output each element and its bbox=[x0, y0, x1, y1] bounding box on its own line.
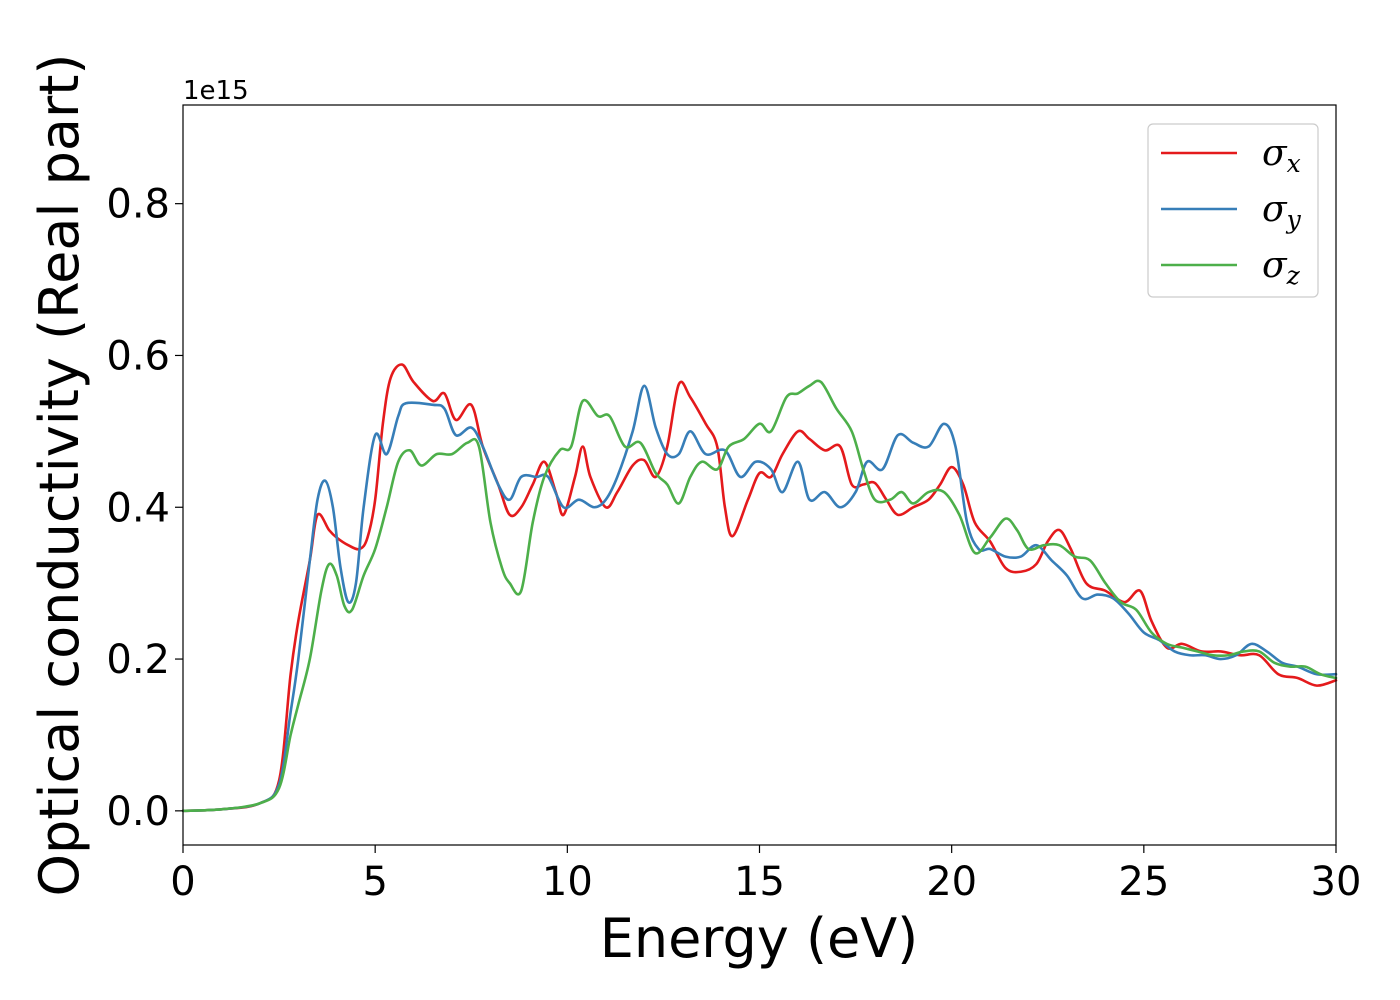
y-tick-label: 0.8 bbox=[106, 182, 170, 228]
y-tick-label: 0.2 bbox=[106, 637, 170, 683]
legend: σx σy σz bbox=[1147, 123, 1319, 298]
y-offset-label: 1e15 bbox=[183, 76, 249, 106]
x-tick-label: 5 bbox=[362, 859, 387, 905]
y-tick-label: 0.0 bbox=[106, 789, 170, 835]
x-tick-label: 10 bbox=[542, 859, 593, 905]
x-axis: 0 5 10 15 20 25 30 bbox=[170, 845, 1361, 905]
y-axis: 0.0 0.2 0.4 0.6 0.8 bbox=[106, 182, 183, 835]
series-line-y bbox=[181, 384, 1338, 813]
series-line-z bbox=[181, 379, 1338, 813]
legend-label-y: σy bbox=[1262, 189, 1302, 234]
x-tick-label: 20 bbox=[926, 859, 977, 905]
x-tick-label: 30 bbox=[1311, 859, 1362, 905]
x-axis-title: Energy (eV) bbox=[600, 907, 919, 970]
y-axis-title: Optical conductivity (Real part) bbox=[28, 54, 91, 897]
legend-frame bbox=[1147, 123, 1319, 298]
y-tick-label: 0.6 bbox=[106, 333, 170, 379]
y-tick-label: 0.4 bbox=[106, 485, 170, 531]
x-tick-label: 0 bbox=[170, 859, 195, 905]
series-line-x bbox=[181, 363, 1338, 813]
x-tick-label: 25 bbox=[1118, 859, 1169, 905]
legend-label-x: σx bbox=[1262, 133, 1301, 178]
legend-label-z: σz bbox=[1262, 245, 1301, 290]
x-tick-label: 15 bbox=[734, 859, 785, 905]
series-layer bbox=[181, 363, 1338, 813]
